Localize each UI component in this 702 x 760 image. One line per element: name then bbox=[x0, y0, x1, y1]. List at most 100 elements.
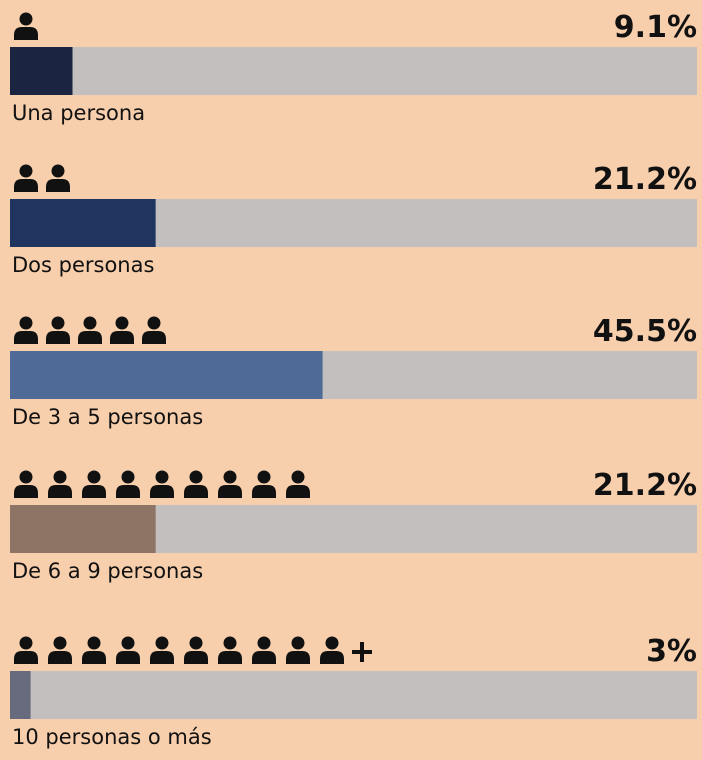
person-body bbox=[184, 651, 208, 664]
person-head bbox=[53, 470, 67, 484]
person-body bbox=[82, 651, 106, 664]
person-icon bbox=[116, 470, 140, 498]
person-head bbox=[189, 636, 203, 650]
person-icon bbox=[218, 636, 242, 664]
bar bbox=[10, 505, 156, 553]
bar bbox=[10, 47, 73, 95]
person-icon bbox=[116, 636, 140, 664]
person-head bbox=[19, 12, 33, 26]
category-label: Dos personas bbox=[12, 253, 154, 277]
person-icon bbox=[82, 636, 106, 664]
person-body bbox=[48, 485, 72, 498]
person-body bbox=[14, 651, 38, 664]
person-icon bbox=[14, 636, 38, 664]
person-icon bbox=[46, 164, 70, 192]
person-icon bbox=[184, 636, 208, 664]
person-icon bbox=[252, 470, 276, 498]
person-body bbox=[252, 485, 276, 498]
person-head bbox=[257, 636, 271, 650]
bar-track bbox=[10, 47, 697, 95]
person-head bbox=[147, 316, 161, 330]
person-body bbox=[48, 651, 72, 664]
bar-track bbox=[10, 671, 697, 719]
plus-icon bbox=[352, 642, 372, 662]
bar bbox=[10, 351, 323, 399]
value-label: 21.2% bbox=[593, 468, 697, 503]
person-icon bbox=[82, 470, 106, 498]
value-label: 3% bbox=[646, 634, 697, 669]
person-head bbox=[19, 470, 33, 484]
person-head bbox=[223, 636, 237, 650]
person-icon bbox=[142, 316, 166, 344]
person-icon bbox=[14, 164, 38, 192]
person-head bbox=[19, 636, 33, 650]
category-label: 10 personas o más bbox=[12, 725, 212, 749]
person-icon bbox=[252, 636, 276, 664]
person-body bbox=[286, 485, 310, 498]
person-icon bbox=[218, 470, 242, 498]
person-head bbox=[115, 316, 129, 330]
person-icon bbox=[184, 470, 208, 498]
person-body bbox=[14, 179, 38, 192]
person-body bbox=[14, 485, 38, 498]
person-head bbox=[291, 636, 305, 650]
person-head bbox=[257, 470, 271, 484]
person-head bbox=[155, 470, 169, 484]
person-icon bbox=[150, 636, 174, 664]
person-head bbox=[83, 316, 97, 330]
person-icon bbox=[286, 470, 310, 498]
person-body bbox=[286, 651, 310, 664]
person-head bbox=[87, 636, 101, 650]
person-head bbox=[51, 316, 65, 330]
person-body bbox=[116, 651, 140, 664]
person-body bbox=[14, 27, 38, 40]
person-body bbox=[46, 179, 70, 192]
person-body bbox=[46, 331, 70, 344]
person-body bbox=[320, 651, 344, 664]
person-body bbox=[252, 651, 276, 664]
person-icon bbox=[286, 636, 310, 664]
person-head bbox=[155, 636, 169, 650]
person-head bbox=[325, 636, 339, 650]
person-head bbox=[19, 316, 33, 330]
person-icon bbox=[48, 470, 72, 498]
person-icon bbox=[150, 470, 174, 498]
value-label: 45.5% bbox=[593, 314, 697, 349]
value-label: 9.1% bbox=[614, 10, 697, 45]
person-body bbox=[14, 331, 38, 344]
person-head bbox=[19, 164, 33, 178]
person-body bbox=[110, 331, 134, 344]
person-head bbox=[51, 164, 65, 178]
person-body bbox=[82, 485, 106, 498]
value-label: 21.2% bbox=[593, 162, 697, 197]
person-icon bbox=[78, 316, 102, 344]
person-head bbox=[223, 470, 237, 484]
category-label: De 3 a 5 personas bbox=[12, 405, 203, 429]
person-head bbox=[53, 636, 67, 650]
person-body bbox=[116, 485, 140, 498]
person-head bbox=[121, 470, 135, 484]
person-head bbox=[291, 470, 305, 484]
person-icon bbox=[14, 470, 38, 498]
person-head bbox=[121, 636, 135, 650]
bar bbox=[10, 671, 31, 719]
person-body bbox=[142, 331, 166, 344]
person-body bbox=[184, 485, 208, 498]
category-label: De 6 a 9 personas bbox=[12, 559, 203, 583]
person-icon bbox=[48, 636, 72, 664]
person-body bbox=[78, 331, 102, 344]
person-body bbox=[218, 651, 242, 664]
person-head bbox=[87, 470, 101, 484]
person-body bbox=[150, 651, 174, 664]
person-icon bbox=[14, 12, 38, 40]
person-icon bbox=[320, 636, 344, 664]
person-head bbox=[189, 470, 203, 484]
person-body bbox=[218, 485, 242, 498]
person-body bbox=[150, 485, 174, 498]
category-label: Una persona bbox=[12, 101, 145, 125]
bar bbox=[10, 199, 156, 247]
person-icon bbox=[46, 316, 70, 344]
person-icon bbox=[110, 316, 134, 344]
person-icon bbox=[14, 316, 38, 344]
